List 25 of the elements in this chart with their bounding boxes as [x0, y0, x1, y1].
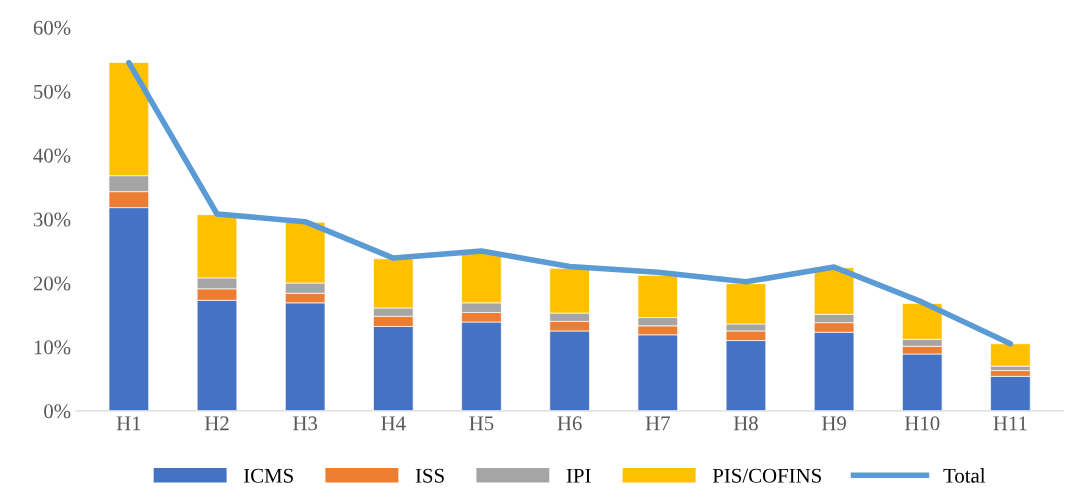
x-tick-label: H7 [645, 416, 670, 431]
bar [990, 375, 1031, 411]
legend-label: PIS/COFINS [712, 468, 821, 483]
x-tick-label: H5 [469, 416, 494, 431]
y-tick-label: 50% [34, 84, 71, 99]
x-tick-label: H1 [116, 416, 141, 431]
x-tick-label: H6 [557, 416, 582, 431]
y-tick-label: 30% [33, 212, 71, 227]
x-tick-label: H3 [293, 416, 318, 431]
x-tick-label: H4 [381, 416, 406, 431]
y-tick-label: 0% [44, 404, 71, 419]
x-tick-label: H10 [904, 416, 940, 431]
legend-label: Total [943, 468, 986, 483]
y-tick-label: 20% [33, 276, 71, 291]
x-tick-label: H8 [733, 416, 758, 431]
y-tick-label: 40% [33, 148, 71, 163]
x-tick-label: H11 [993, 416, 1027, 431]
legend-label: ISS [415, 468, 444, 483]
bar [990, 343, 1031, 367]
legend-label: ICMS [244, 468, 293, 483]
y-tick-label: 60% [33, 20, 71, 35]
x-tick-label: H2 [204, 416, 229, 431]
x-tick-label: H9 [821, 416, 846, 431]
legend-label: IPI [566, 468, 591, 483]
y-tick-label: 10% [34, 340, 71, 355]
